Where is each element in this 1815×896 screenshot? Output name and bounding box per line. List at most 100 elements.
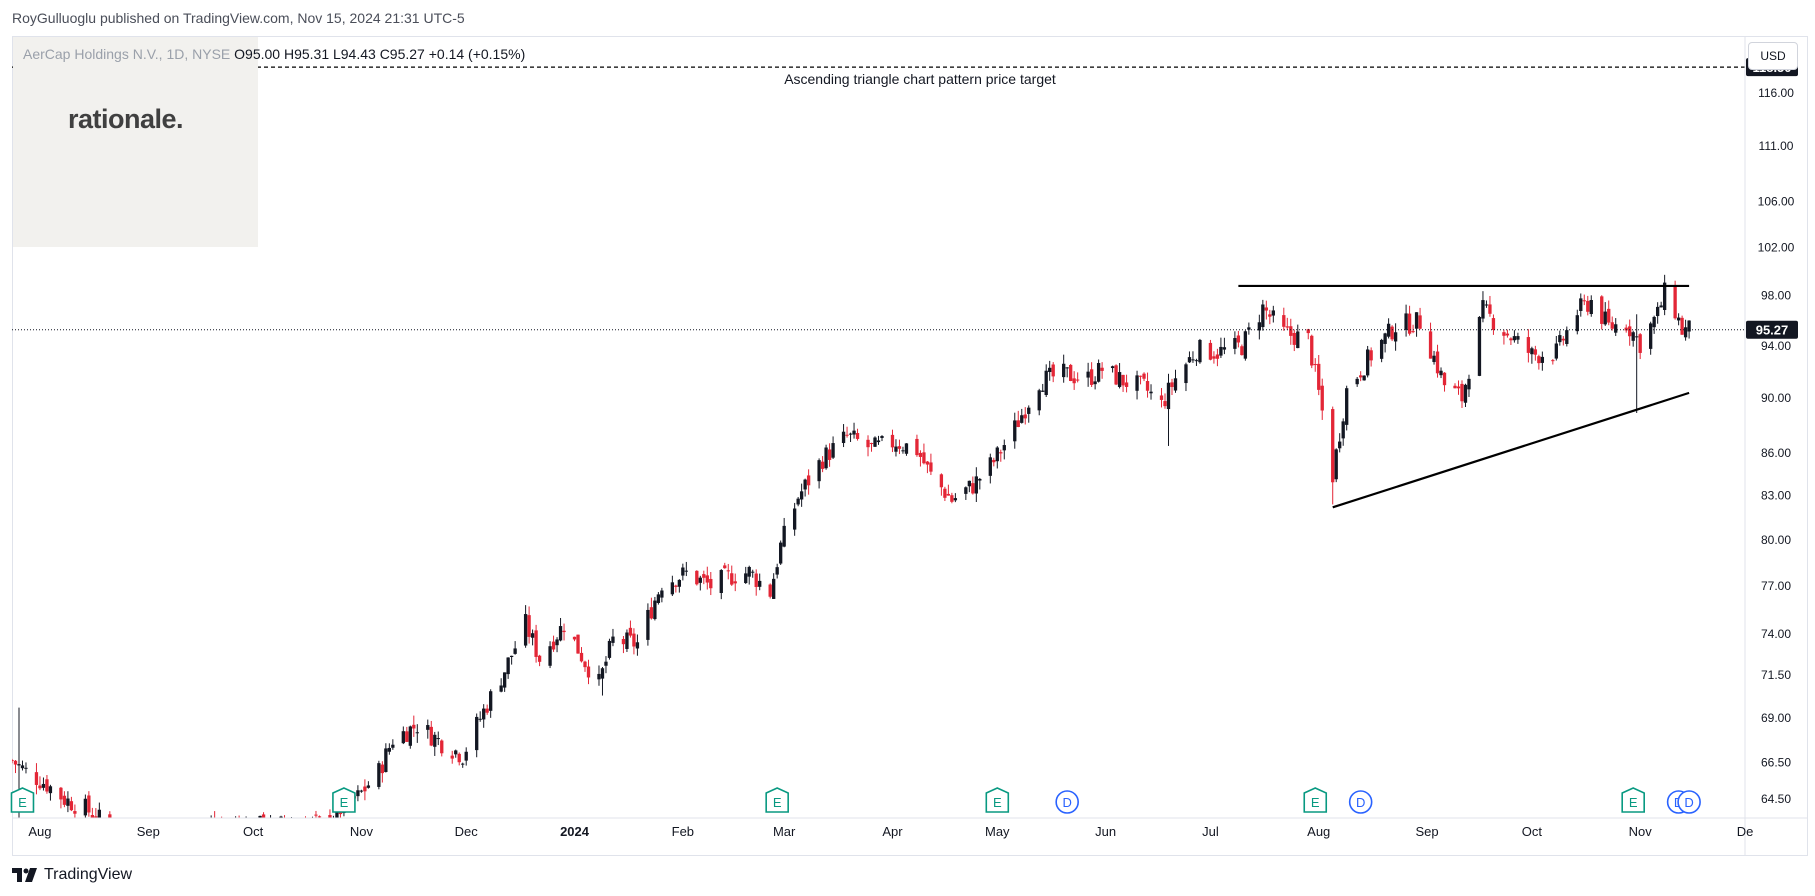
- candle-body: [1505, 333, 1510, 336]
- earnings-marker: E: [10, 787, 35, 813]
- candle-body: [213, 820, 216, 829]
- candle-body: [674, 585, 678, 587]
- dividend-icon: [1055, 790, 1079, 814]
- candle-body: [94, 816, 98, 818]
- candle-body: [405, 731, 409, 742]
- candle-body: [523, 614, 528, 646]
- candle-body: [719, 570, 723, 593]
- symbol-legend[interactable]: AerCap Holdings N.V., 1D, NYSE O95.00 H9…: [23, 46, 525, 62]
- candle-body: [1121, 374, 1125, 386]
- candle-body: [1016, 420, 1020, 428]
- candle-body: [384, 748, 388, 773]
- candle-body: [1453, 385, 1457, 389]
- candle-body: [1285, 326, 1289, 328]
- candle-body: [412, 724, 416, 729]
- candle-body: [136, 839, 139, 840]
- candle-body: [656, 594, 661, 603]
- candle-body: [499, 685, 503, 692]
- candle-body: [1240, 346, 1244, 356]
- candle-body: [551, 641, 556, 650]
- publisher-line: RoyGulluoglu published on TradingView.co…: [12, 10, 465, 26]
- candle-body: [1124, 382, 1129, 387]
- candle-body: [625, 632, 629, 649]
- candle-body: [1610, 322, 1614, 329]
- candle-body: [328, 815, 332, 818]
- event-marker-label: E: [18, 795, 27, 810]
- candle-body: [1013, 420, 1017, 442]
- candle-body: [506, 657, 510, 675]
- candles: [12, 274, 1691, 841]
- candle-body: [548, 646, 552, 666]
- candle-body: [723, 565, 727, 569]
- candle-body: [1264, 307, 1268, 311]
- x-tick-label: May: [985, 824, 1010, 839]
- earnings-icon: [332, 787, 356, 813]
- candle-body: [69, 801, 74, 811]
- candle-body: [38, 785, 42, 789]
- candle-body: [967, 480, 972, 487]
- candle-body: [1096, 363, 1101, 382]
- candle-body: [1460, 383, 1464, 402]
- candle-body: [314, 814, 318, 816]
- event-marker-label: E: [993, 795, 1002, 810]
- candle-body: [992, 459, 996, 463]
- candle-body: [621, 638, 626, 645]
- candle-body: [489, 691, 493, 711]
- candle-body: [1247, 327, 1251, 330]
- candle-body: [359, 790, 364, 792]
- x-tick-label: Jul: [1202, 824, 1219, 839]
- candle-body: [1537, 356, 1541, 364]
- candle-body: [530, 633, 535, 638]
- candle-body: [754, 573, 758, 587]
- candle-body: [820, 461, 825, 469]
- candle-body: [1191, 359, 1195, 361]
- candle-body: [1502, 332, 1506, 336]
- candle-body: [164, 822, 167, 841]
- candle-body: [1673, 285, 1677, 319]
- candle-body: [796, 498, 800, 505]
- candle-body: [440, 740, 444, 754]
- candle-body: [426, 725, 430, 730]
- candle-body: [258, 815, 262, 818]
- tradingview-footer[interactable]: TradingView: [12, 866, 132, 884]
- candle-body: [803, 479, 807, 490]
- candle-body: [1257, 322, 1262, 331]
- candle-body: [775, 567, 779, 575]
- candle-body: [1439, 370, 1443, 376]
- candle-body: [1659, 305, 1663, 308]
- candle-body: [950, 495, 954, 502]
- candle-body: [733, 581, 737, 584]
- candle-body: [237, 824, 240, 827]
- event-marker-label: D: [1356, 795, 1365, 810]
- event-marker-label: D: [1062, 795, 1071, 810]
- candle-body: [1037, 390, 1041, 411]
- x-tick-label: Aug: [1307, 824, 1330, 839]
- candle-body: [1334, 449, 1338, 480]
- candle-body: [265, 829, 268, 830]
- candle-body: [915, 438, 919, 456]
- candle-body: [1383, 333, 1387, 344]
- candle-body: [1407, 313, 1412, 334]
- x-tick-label: Sep: [137, 824, 160, 839]
- candle-body: [457, 753, 461, 763]
- candle-body: [1477, 316, 1482, 376]
- event-marker-label: E: [773, 795, 782, 810]
- y-tick-label: 90.00: [1761, 391, 1791, 405]
- price-chart[interactable]: 64.50 66.50 69.00 71.50 74.00 77.00 80.00 83.00…: [0, 0, 1815, 860]
- candle-body: [1048, 367, 1052, 373]
- candle-body: [841, 431, 846, 444]
- candle-body: [34, 772, 39, 785]
- earnings-icon: [10, 787, 35, 813]
- candle-body: [502, 672, 507, 688]
- candle-body: [1680, 317, 1684, 335]
- candle-body: [1212, 356, 1216, 359]
- ohlc-values: O95.00 H95.31 L94.43 C95.27 +0.14 (+0.15…: [234, 46, 526, 62]
- candle-body: [1023, 414, 1027, 419]
- candle-body: [112, 827, 115, 836]
- x-tick-label: Dec: [455, 824, 479, 839]
- symbol-name[interactable]: AerCap Holdings N.V., 1D, NYSE: [23, 46, 231, 62]
- candle-body: [209, 824, 212, 827]
- dividend-marker: D: [1348, 790, 1373, 814]
- tradingview-brand: TradingView: [44, 866, 133, 883]
- currency-unit-button[interactable]: USD: [1748, 42, 1798, 70]
